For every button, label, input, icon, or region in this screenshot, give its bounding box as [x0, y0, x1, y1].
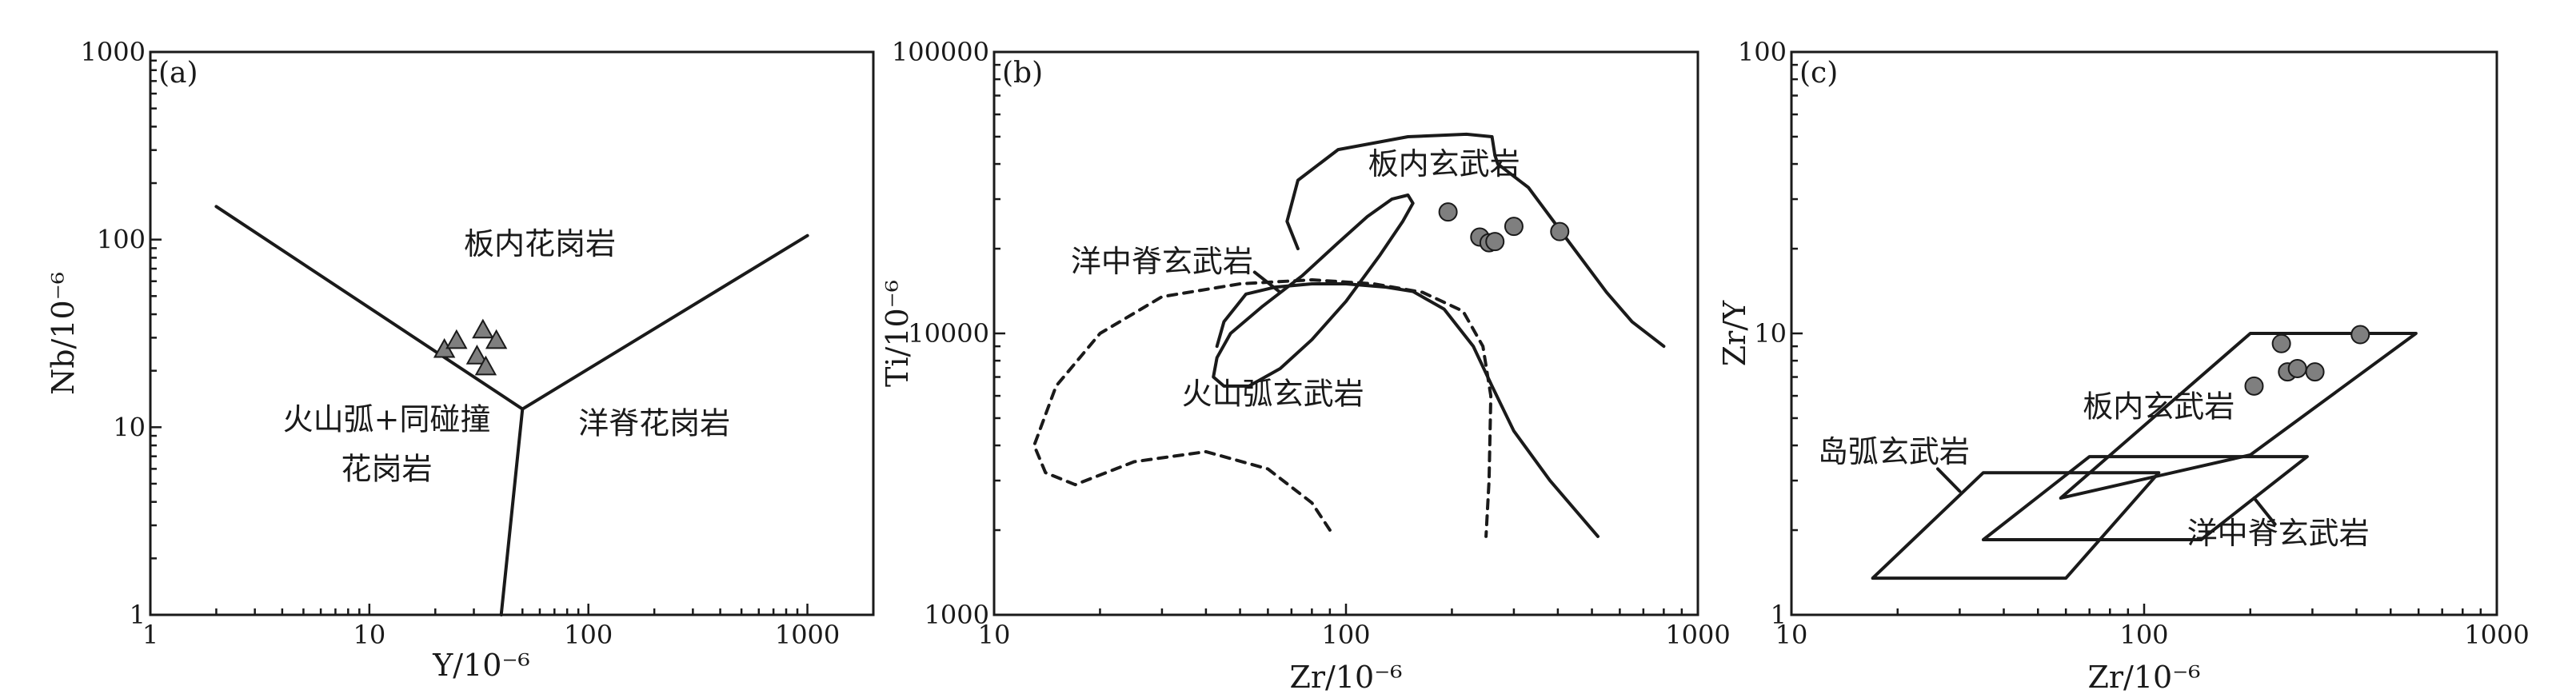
field-boundary-morb-loop: [1212, 193, 1415, 388]
field-boundary-arc: [1032, 278, 1493, 538]
data-point-triangle: [465, 345, 489, 365]
y-tick-label: 10: [113, 412, 146, 442]
field-label: 板内花岗岩: [464, 226, 616, 261]
data-point-circle: [2287, 358, 2307, 378]
data-point-circle: [2350, 325, 2370, 345]
field-boundary-within-plate: [2059, 332, 2418, 500]
panel-a: (a) 1 10 100 1000 1 10 100 1000 板内花岗岩火山弧+同碰撞花岗岩…: [46, 37, 875, 683]
field-boundary: [214, 205, 525, 411]
x-tick-label: 10: [978, 620, 1011, 650]
field-boundary: [499, 407, 525, 616]
y-tick-label: 10: [1754, 318, 1787, 349]
data-point-circle: [1485, 232, 1505, 252]
panel-c-points: [2244, 325, 2370, 396]
label-leader-line: [2252, 496, 2277, 526]
panel-c-x-axis-label: Zr/10⁻⁶: [2087, 660, 2200, 694]
field-boundary-within-plate-top: [1285, 132, 1666, 349]
panel-a-boundaries: [214, 205, 809, 616]
data-point-circle: [2305, 362, 2325, 382]
label-leader-line: [1252, 270, 1282, 294]
panel-b-tag: (b): [1002, 57, 1043, 90]
panel-c-boundaries: [1871, 332, 2418, 580]
panel-a-y-axis-label: Nb/10⁻⁶: [46, 272, 81, 395]
data-point-triangle: [445, 329, 468, 349]
panel-a-frame: [149, 50, 875, 616]
x-tick-label: 1000: [1665, 620, 1730, 650]
field-label: 洋中脊玄武岩: [2187, 516, 2370, 551]
field-boundary: [521, 233, 809, 411]
panel-c-tag: (c): [1799, 57, 1838, 90]
field-label: 洋中脊玄武岩: [1071, 244, 1253, 279]
field-boundary-morb: [1981, 455, 2309, 541]
field-boundary-island-arc: [1871, 471, 2161, 580]
field-label: 板内玄武岩: [1368, 146, 1520, 181]
x-tick-label: 10: [1775, 620, 1808, 650]
panel-a-points: [433, 318, 508, 376]
data-point-circle: [2244, 376, 2264, 396]
x-tick-label: 100: [2119, 620, 2168, 650]
field-label: 岛弧玄武岩: [1818, 434, 1970, 469]
field-label: 火山弧+同碰撞: [283, 402, 491, 437]
data-point-triangle: [472, 318, 494, 339]
data-point-triangle: [474, 355, 497, 376]
x-tick-label: 100: [564, 620, 613, 650]
data-point-circle: [1504, 217, 1524, 237]
x-tick-label: 1000: [2464, 620, 2529, 650]
panel-c-y-axis-label: Zr/Y: [1717, 300, 1752, 366]
panel-a-x-axis-label: Y/10⁻⁶: [432, 648, 530, 683]
field-label: 火山弧玄武岩: [1182, 377, 1364, 412]
data-point-circle: [1438, 202, 1458, 222]
panel-b-boundaries: [1032, 132, 1666, 538]
y-tick-label: 1000: [925, 600, 989, 630]
field-label: 板内玄武岩: [2083, 389, 2235, 424]
x-tick-label: 10: [353, 620, 385, 650]
label-leader-line: [1936, 467, 1962, 493]
y-tick-label: 100: [1738, 37, 1787, 67]
panel-b: (b) 10 100 1000 1000 10000 100000 板内玄武岩洋中脊玄武岩…: [880, 37, 1731, 694]
panel-b-x-axis-label: Zr/10⁻⁶: [1289, 660, 1402, 694]
data-point-circle: [2271, 333, 2291, 353]
panel-a-tag: (a): [158, 57, 198, 90]
y-tick-label: 10000: [908, 318, 989, 349]
y-tick-label: 1: [130, 600, 146, 630]
field-label: 花岗岩: [341, 451, 433, 486]
data-point-triangle: [485, 329, 508, 349]
y-tick-label: 1: [1771, 600, 1787, 630]
y-tick-label: 100000: [892, 37, 989, 67]
data-point-circle: [1550, 221, 1570, 241]
y-tick-label: 100: [97, 225, 146, 255]
panel-a-ticks: 1 10 100 1000 1 10 100 1000: [81, 37, 875, 650]
y-tick-label: 1000: [81, 37, 146, 67]
field-label: 洋脊花岗岩: [578, 405, 730, 441]
x-tick-label: 100: [1321, 620, 1370, 650]
x-tick-label: 1000: [775, 620, 840, 650]
panel-b-points: [1438, 202, 1570, 253]
panel-b-ticks: 10 100 1000 1000 10000 100000: [892, 37, 1731, 650]
panel-b-y-axis-label: Ti/10⁻⁶: [880, 280, 915, 387]
x-tick-label: 1: [142, 620, 158, 650]
